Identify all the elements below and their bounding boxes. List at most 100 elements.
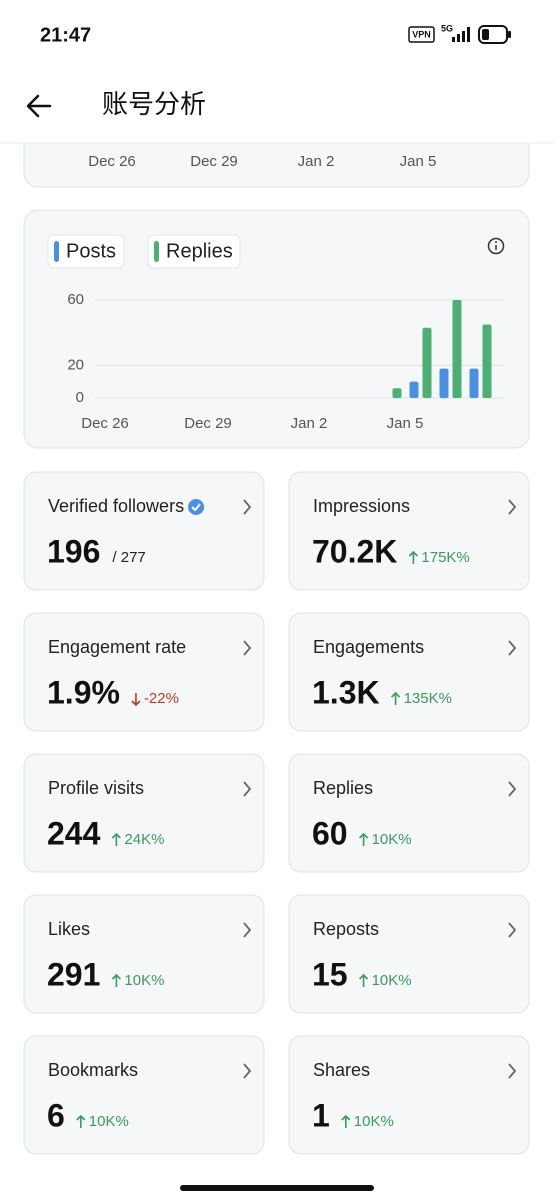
chevron (243, 922, 252, 938)
metric-card[interactable] (23, 894, 265, 1014)
card-title: Impressions (313, 496, 410, 516)
change-arrow (359, 973, 369, 987)
x-tick-label: Jan 2 (298, 153, 335, 170)
card-total: / 277 (112, 549, 145, 566)
card-value: 1 (312, 1097, 330, 1133)
y-tick-label: 0 (76, 389, 84, 406)
legend-label: Replies (166, 240, 233, 262)
header (0, 60, 554, 143)
card-value: 244 (47, 815, 101, 851)
chevron (508, 1063, 517, 1079)
x-tick-label: Dec 29 (190, 153, 238, 170)
x-tick-label: Jan 5 (387, 415, 424, 432)
change-arrow (341, 1114, 351, 1128)
card-title: Replies (313, 778, 373, 798)
x-tick-label: Jan 2 (291, 415, 328, 432)
card-title: Profile visits (48, 778, 144, 798)
info-icon-dot (495, 241, 497, 243)
metric-card[interactable] (288, 612, 530, 732)
change-label: 10K% (124, 972, 164, 989)
chart-card (23, 209, 530, 449)
battery (478, 25, 508, 44)
change-arrow (131, 693, 141, 707)
x-tick-label: Dec 26 (81, 415, 129, 432)
verified-badge (188, 499, 205, 515)
legend-swatch (154, 241, 159, 262)
metric-card[interactable] (23, 1035, 265, 1155)
card-title: Reposts (313, 919, 379, 939)
bar (482, 324, 492, 398)
metric-card[interactable] (288, 894, 530, 1014)
y-tick-label: 60 (67, 291, 84, 308)
legend-chip (147, 234, 241, 269)
bar (452, 300, 462, 398)
change-label: -22% (144, 690, 179, 707)
y-tick-label: 20 (67, 356, 84, 373)
card-value: 196 (47, 533, 100, 569)
legend-swatch (54, 241, 59, 262)
change-arrow (391, 691, 401, 705)
card-value: 15 (312, 956, 348, 992)
metric-card[interactable] (288, 753, 530, 873)
chevron (508, 499, 517, 515)
card-title: Engagements (313, 637, 424, 657)
change-arrow (76, 1114, 86, 1128)
change-arrow (111, 832, 121, 846)
card-title: Verified followers (48, 496, 184, 516)
legend-chip (47, 234, 125, 269)
info-icon[interactable] (487, 237, 505, 255)
metric-card[interactable] (23, 471, 265, 591)
bar (392, 388, 402, 398)
chevron (243, 781, 252, 797)
chevron (508, 922, 517, 938)
status-time: 21:47 (40, 24, 91, 46)
battery-level (482, 29, 489, 40)
bar (439, 368, 449, 398)
metric-card[interactable] (23, 612, 265, 732)
card-value: 291 (47, 956, 100, 992)
home-indicator (180, 1185, 374, 1191)
bar (469, 368, 479, 398)
change-arrow (359, 832, 369, 846)
x-tick-label: Jan 5 (400, 153, 437, 170)
network-label: 5G (441, 23, 453, 33)
bar (422, 327, 432, 398)
change-arrow (408, 550, 418, 564)
legend-label: Posts (66, 240, 116, 262)
card-title: Bookmarks (48, 1060, 138, 1080)
card-value: 60 (312, 815, 348, 851)
metric-card[interactable] (23, 753, 265, 873)
signal-icon (452, 27, 470, 42)
x-tick-label: Dec 29 (184, 415, 232, 432)
chevron (508, 781, 517, 797)
chevron (243, 640, 252, 656)
card-title: Likes (48, 919, 90, 939)
card-value: 1.9% (47, 674, 120, 710)
battery-tip (508, 31, 511, 38)
card-title: Shares (313, 1060, 370, 1080)
change-label: 135K% (404, 690, 452, 707)
change-label: 10K% (89, 1113, 129, 1130)
vpn-label: VPN (412, 29, 431, 39)
chevron (508, 640, 517, 656)
chevron (243, 1063, 252, 1079)
bar (409, 381, 419, 398)
vpn-box (408, 26, 435, 43)
x-tick-label: Dec 26 (88, 153, 136, 170)
metric-card[interactable] (288, 471, 530, 591)
metric-card[interactable] (288, 1035, 530, 1155)
back-button[interactable] (26, 94, 52, 118)
change-label: 10K% (372, 972, 412, 989)
card-title: Engagement rate (48, 637, 186, 657)
change-label: 175K% (421, 549, 469, 566)
verified-check (191, 503, 201, 512)
change-label: 24K% (124, 831, 164, 848)
chevron (243, 499, 252, 515)
change-arrow (111, 973, 121, 987)
change-label: 10K% (372, 831, 412, 848)
card-value: 70.2K (312, 533, 397, 569)
change-label: 10K% (354, 1113, 394, 1130)
header-title: 账号分析 (102, 89, 206, 119)
card-value: 6 (47, 1097, 65, 1133)
